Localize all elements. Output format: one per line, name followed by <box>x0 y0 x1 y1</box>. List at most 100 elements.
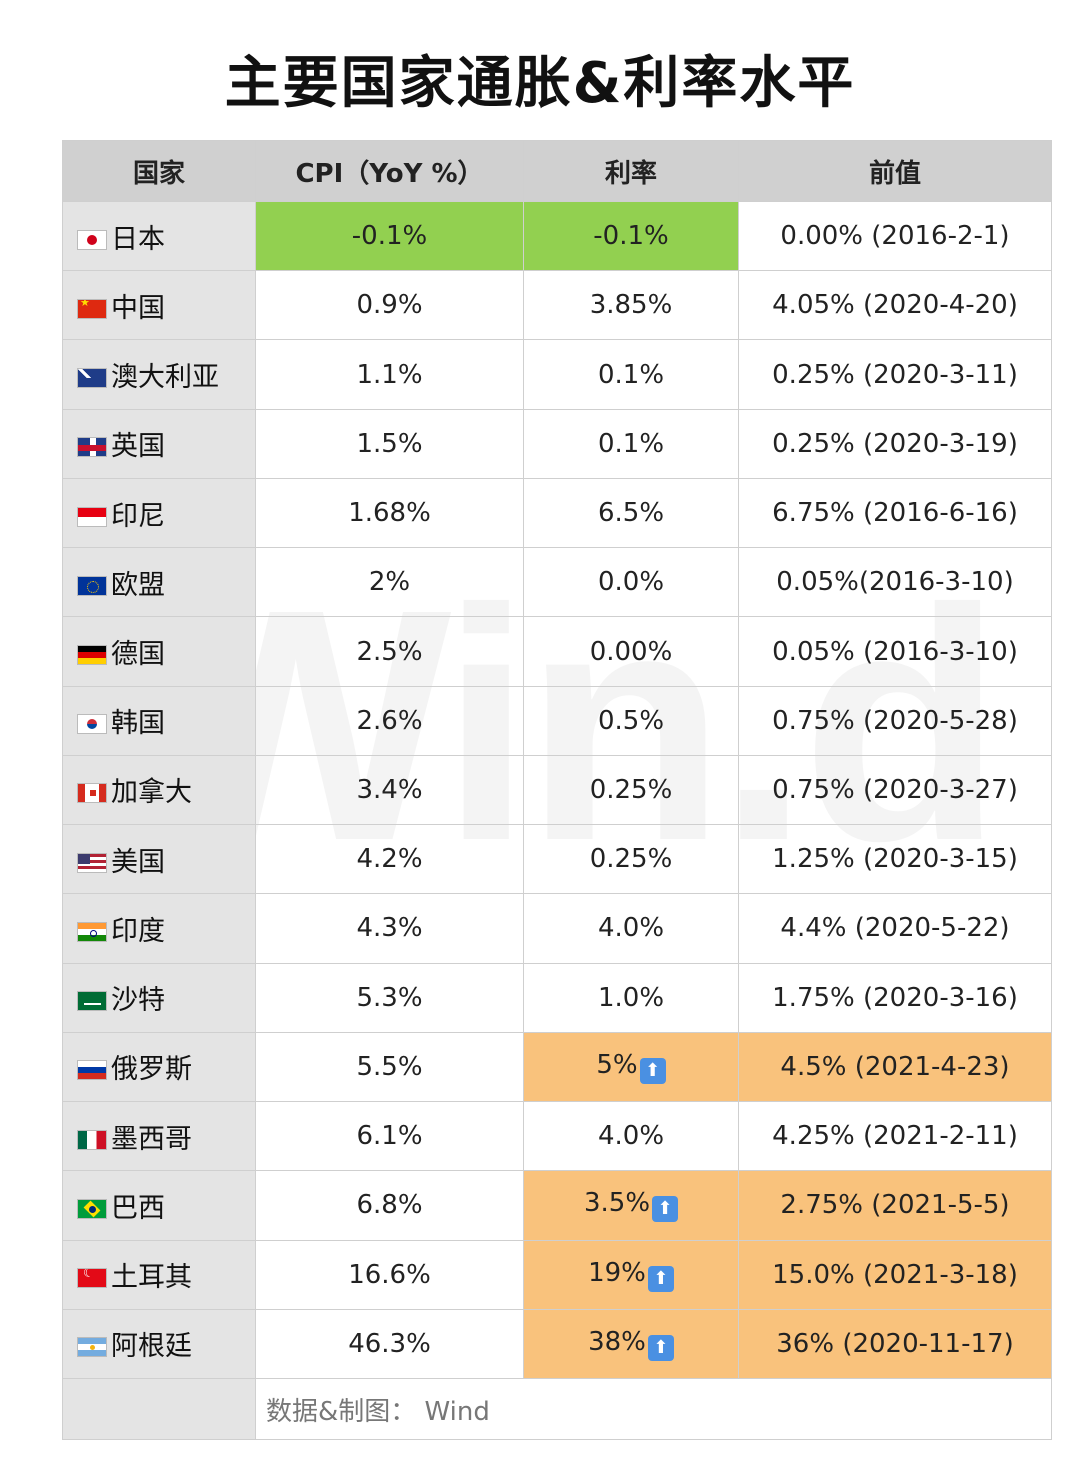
country-cell: 阿根廷 <box>62 1308 256 1380</box>
country-cell: 土耳其 <box>62 1239 256 1310</box>
country-cell: 日本 <box>62 200 256 272</box>
footer-empty-cell <box>62 1378 256 1440</box>
previous-value-cell: 0.25% (2020-3-11) <box>738 339 1052 410</box>
rate-value: 0.5% <box>597 705 665 736</box>
country-name: 加拿大 <box>111 777 192 809</box>
table-row: 俄罗斯 5.5% 5% ⬆ 4.5% (2021-4-23) <box>62 1031 1052 1103</box>
rate-value: 0.1% <box>597 359 665 390</box>
country-name: 印尼 <box>111 500 165 532</box>
country-name: 日本 <box>111 223 165 255</box>
table-row: 韩国 2.6% 0.5% 0.75% (2020-5-28) <box>62 685 1052 756</box>
table-row: 澳大利亚 1.1% 0.1% 0.25% (2020-3-11) <box>62 339 1052 410</box>
table-row: 印尼 1.68% 6.5% 6.75% (2016-6-16) <box>62 477 1052 549</box>
rate-value: 19% <box>588 1257 646 1288</box>
country-name: 德国 <box>111 639 165 671</box>
table-header-row: 国家 CPI（YoY %） 利率 前值 <box>62 140 1052 202</box>
country-name: 阿根廷 <box>111 1331 192 1363</box>
up-arrow-icon: ⬆ <box>647 1334 674 1361</box>
cpi-cell: 0.9% <box>255 270 524 341</box>
rate-cell: 4.0% <box>523 1101 739 1172</box>
br-flag-icon <box>77 1198 107 1219</box>
au-flag-icon <box>77 368 107 389</box>
rate-cell: 0.25% <box>523 754 739 826</box>
rate-cell: 1.0% <box>523 962 739 1033</box>
country-cell: 美国 <box>62 824 256 895</box>
cpi-cell: 2.5% <box>255 616 524 687</box>
jp-flag-icon <box>77 229 107 250</box>
column-header-rate: 利率 <box>523 140 739 202</box>
rate-value: 1.0% <box>597 982 665 1013</box>
table-row: 德国 2.5% 0.00% 0.05% (2016-3-10) <box>62 616 1052 687</box>
rate-cell: -0.1% <box>523 200 739 272</box>
rate-cell: 0.00% <box>523 616 739 687</box>
previous-value-cell: 0.25% (2020-3-19) <box>738 408 1052 479</box>
country-name: 英国 <box>111 431 165 463</box>
country-name: 巴西 <box>111 1192 165 1224</box>
tr-flag-icon <box>77 1268 107 1289</box>
rate-value: 3.85% <box>589 290 673 321</box>
rate-value: 3.5% <box>583 1188 651 1219</box>
rate-value: 0.25% <box>589 774 673 805</box>
rate-value: 6.5% <box>597 498 665 529</box>
previous-value-cell: 0.75% (2020-3-27) <box>738 754 1052 826</box>
country-name: 欧盟 <box>111 569 165 601</box>
country-name: 俄罗斯 <box>111 1054 192 1086</box>
rate-value: 5% <box>596 1049 638 1080</box>
rate-cell: 5% ⬆ <box>523 1031 739 1103</box>
table-row: 印度 4.3% 4.0% 4.4% (2020-5-22) <box>62 893 1052 964</box>
us-flag-icon <box>77 852 107 873</box>
column-header-cpi: CPI（YoY %） <box>255 140 524 202</box>
previous-value-cell: 1.75% (2020-3-16) <box>738 962 1052 1033</box>
previous-value-cell: 4.05% (2020-4-20) <box>738 270 1052 341</box>
previous-value-cell: 0.05%(2016-3-10) <box>738 547 1052 618</box>
country-cell: 中国 <box>62 270 256 341</box>
table-row: 墨西哥 6.1% 4.0% 4.25% (2021-2-11) <box>62 1101 1052 1172</box>
rate-value: -0.1% <box>593 221 669 252</box>
cpi-cell: 1.68% <box>255 477 524 549</box>
country-cell: 墨西哥 <box>62 1101 256 1172</box>
column-header-previous: 前值 <box>738 140 1052 202</box>
country-name: 中国 <box>111 292 165 324</box>
country-name: 土耳其 <box>111 1262 192 1294</box>
mx-flag-icon <box>77 1129 107 1150</box>
country-cell: 俄罗斯 <box>62 1031 256 1103</box>
country-cell: 沙特 <box>62 962 256 1033</box>
cpi-cell: 5.3% <box>255 962 524 1033</box>
previous-value-cell: 4.4% (2020-5-22) <box>738 893 1052 964</box>
cpi-cell: 46.3% <box>255 1308 524 1380</box>
rate-cell: 0.5% <box>523 685 739 756</box>
rate-cell: 0.25% <box>523 824 739 895</box>
cpi-cell: 1.1% <box>255 339 524 410</box>
rate-cell: 3.85% <box>523 270 739 341</box>
country-cell: 印尼 <box>62 477 256 549</box>
table-row: 加拿大 3.4% 0.25% 0.75% (2020-3-27) <box>62 754 1052 826</box>
rate-cell: 0.1% <box>523 408 739 479</box>
country-cell: 英国 <box>62 408 256 479</box>
kr-flag-icon <box>77 714 107 735</box>
cpi-cell: 3.4% <box>255 754 524 826</box>
previous-value-cell: 0.75% (2020-5-28) <box>738 685 1052 756</box>
country-name: 沙特 <box>111 985 165 1017</box>
country-cell: 德国 <box>62 616 256 687</box>
up-arrow-icon: ⬆ <box>639 1057 666 1084</box>
rate-cell: 19% ⬆ <box>523 1239 739 1310</box>
rate-value: 0.25% <box>589 844 673 875</box>
up-arrow-icon: ⬆ <box>647 1265 674 1292</box>
source-note: 数据&制图： Wind <box>255 1378 1052 1440</box>
table-row: 中国 0.9% 3.85% 4.05% (2020-4-20) <box>62 270 1052 341</box>
table-body: 日本 -0.1% -0.1% 0.00% (2016-2-1) 中国 0.9% 3.85% 4… <box>62 200 1052 1380</box>
rate-cell: 0.0% <box>523 547 739 618</box>
table-row: 美国 4.2% 0.25% 1.25% (2020-3-15) <box>62 824 1052 895</box>
cpi-cell: 6.8% <box>255 1170 524 1241</box>
previous-value-cell: 6.75% (2016-6-16) <box>738 477 1052 549</box>
cpi-cell: 16.6% <box>255 1239 524 1310</box>
previous-value-cell: 36% (2020-11-17) <box>738 1308 1052 1380</box>
cpi-cell: 2.6% <box>255 685 524 756</box>
cpi-cell: 2% <box>255 547 524 618</box>
ru-flag-icon <box>77 1060 107 1081</box>
country-cell: 印度 <box>62 893 256 964</box>
ar-flag-icon <box>77 1337 107 1358</box>
in-flag-icon <box>77 921 107 942</box>
previous-value-cell: 4.25% (2021-2-11) <box>738 1101 1052 1172</box>
country-name: 澳大利亚 <box>111 362 219 394</box>
